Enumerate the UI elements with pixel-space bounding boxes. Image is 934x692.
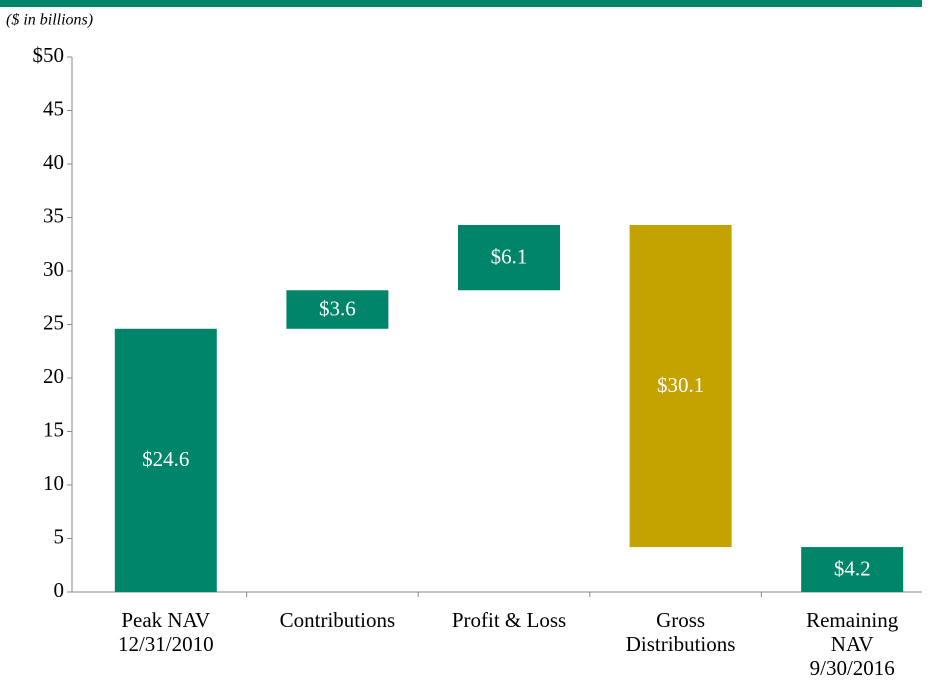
x-tick-label: Profit & Loss	[452, 608, 566, 632]
y-tick-label: 45	[43, 96, 64, 120]
header-band	[0, 0, 922, 7]
x-tick-label: Gross Distributions	[626, 608, 736, 656]
bar	[801, 547, 904, 592]
bar	[458, 224, 560, 291]
value-label: $3.6	[319, 296, 356, 320]
value-label: $24.6	[142, 447, 189, 471]
y-tick-label: 40	[43, 150, 64, 174]
x-tick-label: Contributions	[280, 608, 396, 632]
x-tick-label-line: Remaining	[806, 608, 899, 632]
x-tick-label-line: 12/31/2010	[118, 632, 214, 656]
y-tick-label: 0	[54, 578, 65, 602]
y-tick-label: 25	[43, 310, 64, 334]
x-tick-label: Remaining NAV 9/30/2016	[806, 608, 899, 680]
y-tick-label: $50	[33, 43, 65, 67]
x-tick-label-line: NAV	[831, 632, 874, 656]
y-tick-label: 15	[43, 417, 64, 441]
bar	[114, 328, 217, 592]
y-tick-label: 20	[43, 364, 64, 388]
x-tick-label-line: Distributions	[626, 632, 736, 656]
bar	[286, 290, 389, 329]
x-tick-label-line: Contributions	[280, 608, 396, 632]
y-tick-label: 10	[43, 471, 64, 495]
chart-subtitle: ($ in billions)	[6, 12, 93, 29]
x-tick-label-line: Profit & Loss	[452, 608, 566, 632]
bar	[629, 224, 732, 548]
value-label: $30.1	[657, 373, 704, 397]
value-label: $4.2	[834, 556, 871, 580]
x-tick-label-line: Peak NAV	[121, 608, 210, 632]
y-tick-label: 30	[43, 257, 64, 281]
x-tick-label-line: 9/30/2016	[810, 656, 895, 680]
value-label: $6.1	[491, 244, 528, 268]
x-tick-label-line: Gross	[656, 608, 705, 632]
y-tick-label: 35	[43, 203, 64, 227]
y-tick-label: 5	[54, 524, 65, 548]
x-tick-label: Peak NAV 12/31/2010	[118, 608, 214, 656]
